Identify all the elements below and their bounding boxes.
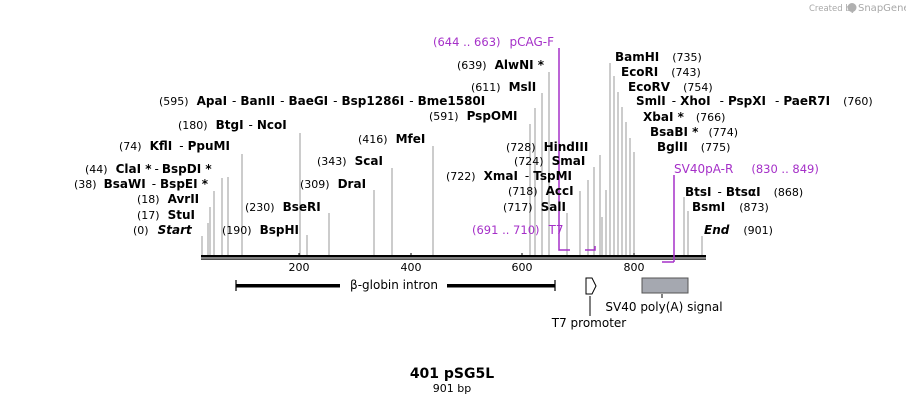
site-btgi: (180) BtgI - NcoI: [178, 118, 287, 132]
site-bsphi: (190) BspHI: [222, 223, 299, 237]
plasmid-name: 401 pSG5L: [410, 366, 494, 382]
axis-tick-800: 800: [624, 261, 645, 274]
site-apai: (595) ApaI - BanII - BaeGI - Bsp1286I - Bme1580I: [159, 94, 485, 108]
primer-t7-label: (691 .. 710) T7: [472, 223, 563, 237]
site-smli: SmlI - XhoI - PspXI - PaeR7I (760): [636, 94, 873, 108]
primer-sv40pa-r-label: SV40pA-R (830 .. 849): [674, 162, 819, 176]
primer-pcag-f: [558, 48, 570, 251]
sv40-polya-signal-label: SV40 poly(A) signal: [605, 300, 722, 314]
axis-tick-200: 200: [289, 261, 310, 274]
site-msli: (611) MslI: [471, 80, 536, 94]
feature-beta-globin-intron: β-globin intron: [235, 278, 556, 292]
site-alwni: (639) AlwNI *: [457, 58, 545, 72]
site-smai: (724) SmaI: [514, 154, 585, 168]
site-ecori: EcoRI (743): [621, 65, 701, 79]
site-start: (0) Start: [133, 223, 193, 237]
site-bamhi: BamHI (735): [615, 50, 702, 64]
site-bsabi: BsaBI * (774): [650, 125, 738, 139]
site-avrii: (18) AvrII: [137, 192, 199, 206]
feature-sv40-polya-signal: SV40 poly(A) signal: [605, 277, 723, 314]
site-bsmi: BsmI (873): [692, 200, 769, 214]
site-btsi: BtsI - BtsαI (868): [685, 185, 803, 199]
t7-promoter-label: T7 promoter: [551, 316, 627, 330]
axis-tick-600: 600: [512, 261, 533, 274]
site-drai: (309) DraI: [300, 177, 366, 191]
snapgene-logo-icon: [847, 3, 857, 12]
site-end: End (901): [704, 223, 773, 237]
site-xmai: (722) XmaI - TspMI: [446, 169, 572, 183]
site-pspomi: (591) PspOMI: [429, 109, 518, 123]
beta-globin-intron-label: β-globin intron: [350, 278, 438, 292]
snapgene-credit: Created by SnapGene: [809, 3, 906, 14]
site-hindiii: (728) HindIII: [506, 140, 588, 154]
site-scai: (343) ScaI: [317, 154, 383, 168]
credit-prefix: Created by: [809, 4, 856, 14]
credit-brand: SnapGene: [858, 3, 906, 14]
site-stui: (17) StuI: [137, 208, 195, 222]
site-acci: (718) AccI: [508, 184, 574, 198]
site-kfli: (74) KflI - PpuMI: [119, 139, 230, 153]
axis-tick-400: 400: [401, 261, 422, 274]
site-clai: (44) ClaI * - BspDI *: [85, 162, 212, 176]
site-mfei: (416) MfeI: [358, 132, 425, 146]
site-sali: (717) SalI: [503, 200, 566, 214]
site-ticks: [201, 63, 703, 255]
backbone: 200 400 600 800: [201, 253, 706, 274]
site-bglii: BglII (775): [657, 140, 730, 154]
site-bseri: (230) BseRI: [245, 200, 321, 214]
feature-t7-promoter: T7 promoter: [551, 277, 627, 330]
primer-t7: [585, 246, 596, 251]
site-xbai: XbaI * (766): [643, 110, 725, 124]
primer-pcag-f-label: (644 .. 663) pCAG-F: [433, 35, 554, 49]
site-ecorv: EcoRV (754): [628, 80, 713, 94]
primer-sv40pa-r: [662, 175, 675, 263]
plasmid-length: 901 bp: [433, 382, 471, 395]
site-bsawi: (38) BsaWI - BspEI *: [74, 177, 209, 191]
